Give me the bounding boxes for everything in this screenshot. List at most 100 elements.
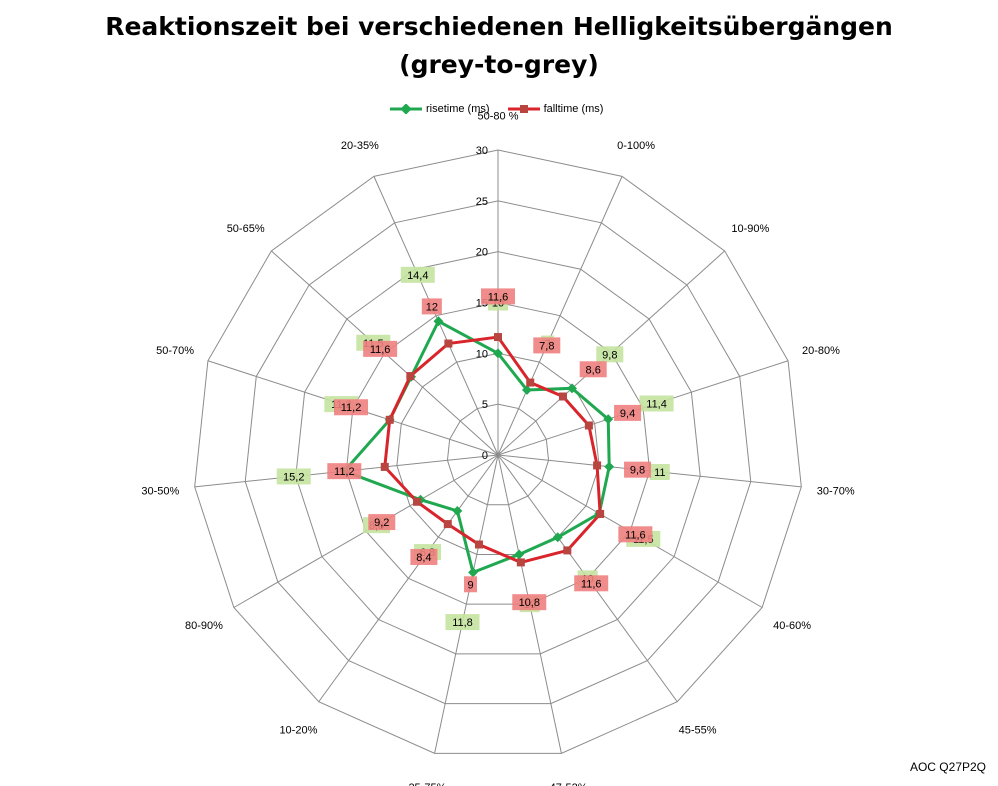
risetime-marker	[493, 348, 503, 359]
falltime-data-label-bg	[614, 404, 642, 421]
falltime-data-label-bg	[618, 526, 653, 543]
category-label: 30-70%	[817, 485, 855, 497]
category-label: 20-80%	[802, 345, 840, 357]
axis-spoke	[434, 454, 499, 754]
axis-spoke	[373, 176, 499, 456]
falltime-data-label: 12	[426, 301, 438, 313]
falltime-data-label-bg	[579, 361, 607, 378]
falltime-data-label: 11,6	[625, 529, 646, 541]
legend-item-risetime: risetime (ms)	[390, 103, 490, 115]
risetime-marker	[604, 461, 615, 472]
category-label: 20-35%	[341, 140, 379, 152]
risetime-data-label-bg	[400, 266, 435, 283]
falltime-data-label: 8,4	[416, 552, 431, 564]
falltime-marker	[474, 540, 483, 549]
falltime-data-label: 11,2	[341, 402, 362, 414]
risetime-data-label-bg	[639, 395, 674, 412]
falltime-data-label: 9,2	[374, 517, 389, 529]
radial-tick-label: 25	[476, 196, 488, 208]
category-label: 50-80 %	[478, 110, 519, 122]
risetime-data-label: 15,2	[283, 471, 304, 483]
grid-ring-25	[244, 200, 752, 705]
series-falltime-line	[383, 335, 602, 564]
risetime-data-label-bg	[649, 464, 670, 481]
falltime-marker	[380, 462, 389, 471]
falltime-data-label: 9,8	[630, 465, 645, 477]
risetime-marker	[514, 549, 525, 560]
grid-ring-15	[345, 301, 651, 605]
category-label: 40-60%	[773, 620, 811, 632]
falltime-data-label-bg	[421, 298, 442, 315]
falltime-data-label: 11,6	[370, 344, 391, 356]
falltime-data-label: 11,2	[334, 466, 355, 478]
category-label: 45-55%	[679, 725, 717, 737]
falltime-data-label-bg	[624, 461, 652, 478]
risetime-data-label: 11,8	[452, 617, 473, 629]
falltime-marker	[584, 421, 593, 430]
falltime-marker	[558, 392, 567, 401]
falltime-marker	[443, 520, 452, 529]
legend-item-falltime: falltime (ms)	[507, 103, 604, 115]
category-label: 47-52%	[550, 782, 588, 786]
axis-spoke	[497, 176, 623, 456]
grid-ring-20	[295, 251, 701, 655]
falltime-marker	[406, 372, 415, 381]
falltime-data-label-bg	[481, 288, 515, 305]
radial-tick-label: 5	[482, 399, 488, 411]
radial-tick-label: 10	[476, 348, 488, 360]
chart-legend: risetime (ms) falltime (ms)	[390, 101, 621, 117]
risetime-data-label-bg	[445, 614, 480, 631]
falltime-marker	[412, 497, 421, 506]
radial-tick-label: 20	[476, 247, 488, 259]
falltime-data-label-bg	[574, 575, 609, 592]
risetime-marker	[433, 316, 444, 327]
risetime-marker	[567, 383, 577, 394]
legend-label-falltime: falltime (ms)	[543, 103, 604, 115]
grid-ring-10	[396, 352, 600, 555]
chart-title: Reaktionszeit bei verschiedenen Helligke…	[105, 12, 893, 41]
category-label: 30-50%	[141, 485, 179, 497]
falltime-data-label-bg	[464, 576, 478, 593]
grid-ring-5	[446, 403, 550, 506]
risetime-data-label: 9,8	[602, 349, 617, 361]
category-label: 10-20%	[279, 725, 317, 737]
falltime-data-label: 7,8	[539, 340, 554, 352]
category-label: 50-70%	[156, 345, 194, 357]
falltime-data-label-bg	[410, 548, 438, 565]
footer-label: AOC Q27P2Q	[909, 760, 986, 774]
falltime-data-label-bg	[368, 514, 396, 531]
falltime-marker	[596, 509, 605, 518]
falltime-data-label-bg	[334, 399, 369, 416]
category-label: 10-90%	[731, 223, 769, 235]
category-label: 25-75%	[408, 782, 446, 786]
falltime-data-label-bg	[533, 337, 561, 354]
falltime-marker	[593, 461, 602, 470]
risetime-marker	[521, 385, 532, 395]
falltime-data-label-bg	[363, 340, 398, 357]
falltime-data-label: 10,8	[519, 597, 540, 609]
risetime-marker	[552, 532, 563, 543]
falltime-marker	[526, 378, 535, 387]
risetime-marker	[452, 505, 463, 516]
category-label: 80-90%	[185, 620, 223, 632]
legend-label-risetime: risetime (ms)	[426, 103, 490, 115]
falltime-marker	[385, 415, 394, 424]
falltime-data-label: 9,4	[620, 408, 635, 420]
falltime-data-label: 8,6	[586, 364, 601, 376]
falltime-marker	[494, 333, 502, 342]
chart-subtitle: (grey-to-grey)	[399, 50, 599, 79]
legend-swatch-risetime	[390, 104, 422, 114]
grid-ring-30	[194, 149, 802, 754]
falltime-data-label: 11,6	[488, 291, 509, 303]
risetime-data-label-bg	[276, 468, 311, 485]
falltime-data-label: 9	[467, 579, 473, 591]
falltime-data-label-bg	[327, 463, 362, 480]
axis-spoke	[318, 454, 499, 703]
risetime-data-label: 11,4	[646, 398, 667, 410]
risetime-data-label-bg	[596, 346, 624, 363]
falltime-marker	[444, 339, 453, 348]
falltime-data-label: 11,6	[581, 578, 602, 590]
risetime-marker	[468, 567, 479, 578]
falltime-data-label-bg	[512, 594, 547, 611]
